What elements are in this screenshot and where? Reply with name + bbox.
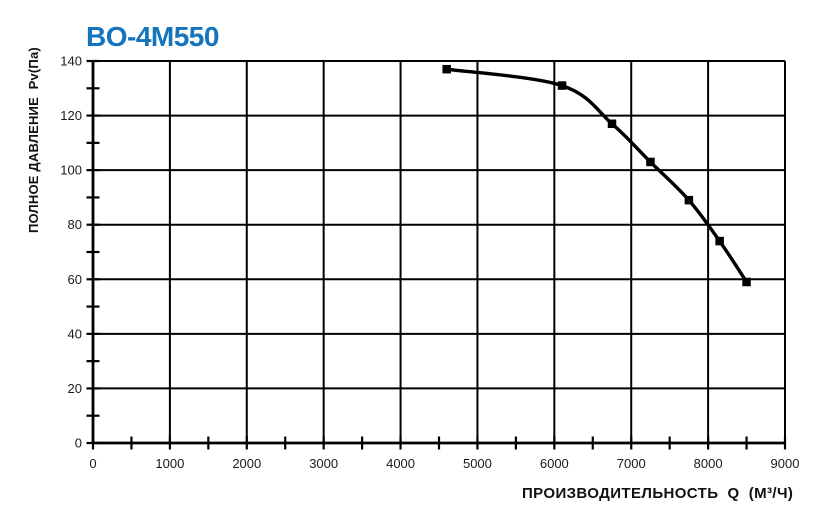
x-tick-label: 4000 <box>386 456 415 471</box>
x-axis-title: ПРОИЗВОДИТЕЛЬНОСТЬ Q (М³/Ч) <box>522 485 794 502</box>
x-tick-label: 1000 <box>155 456 184 471</box>
x-tick-label: 3000 <box>309 456 338 471</box>
y-tick-label: 0 <box>75 436 82 451</box>
x-tick-label: 6000 <box>540 456 569 471</box>
x-tick-label: 0 <box>89 456 96 471</box>
data-point-marker <box>557 81 567 90</box>
data-point-marker <box>742 277 751 287</box>
y-tick-label: 60 <box>68 272 82 287</box>
x-tick-label: 8000 <box>694 456 723 471</box>
y-tick-label: 140 <box>60 54 82 69</box>
y-tick-label: 80 <box>68 217 82 232</box>
x-tick-label: 9000 <box>771 456 800 471</box>
y-axis-title: ПОЛНОЕ ДАВЛЕНИЕ Pv(Па) <box>26 47 41 233</box>
data-point-marker <box>607 119 617 129</box>
data-point-marker <box>646 157 655 167</box>
y-tick-label: 120 <box>60 108 82 123</box>
performance-curve <box>445 67 749 284</box>
data-point-marker <box>442 64 451 74</box>
x-tick-label: 2000 <box>232 456 261 471</box>
chart-title: BO-4M550 <box>86 21 219 52</box>
x-tick-label: 7000 <box>617 456 646 471</box>
y-tick-label: 40 <box>68 326 82 341</box>
y-tick-label: 20 <box>68 381 82 396</box>
x-tick-label: 5000 <box>463 456 492 471</box>
data-point-marker <box>684 195 694 205</box>
data-point-marker <box>715 236 724 246</box>
y-tick-label: 100 <box>60 163 82 178</box>
